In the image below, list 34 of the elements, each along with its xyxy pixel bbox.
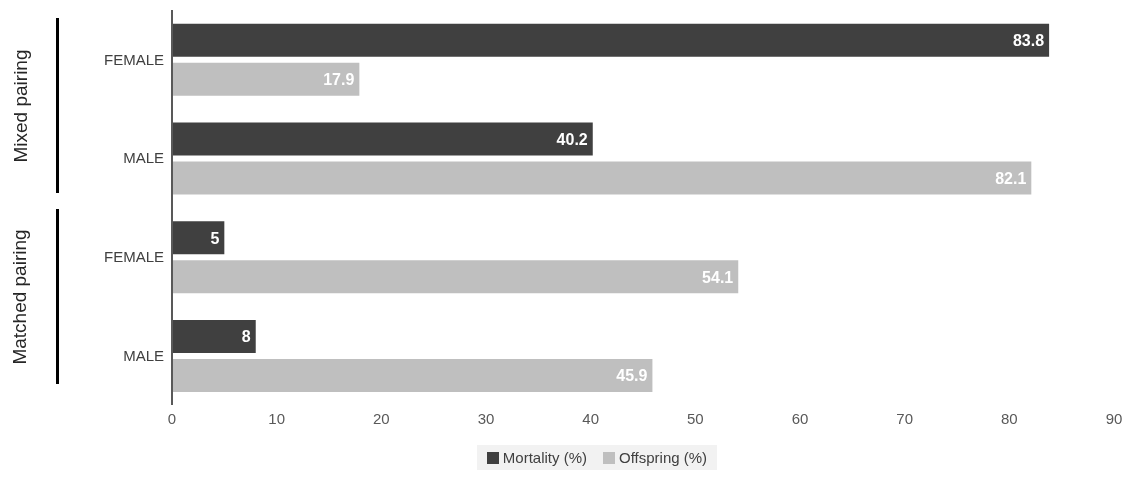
data-label: 17.9 xyxy=(323,71,355,88)
bar xyxy=(172,260,739,294)
bar xyxy=(172,122,593,156)
bar xyxy=(172,23,1050,57)
text: Mixed pairing xyxy=(9,49,31,162)
data-label: 83.8 xyxy=(1012,32,1045,50)
y-tick-label: FEMALE xyxy=(103,50,164,68)
x-tick-label: 70 xyxy=(896,409,914,427)
data-label: 54.1 xyxy=(702,268,734,286)
data-label: 5 xyxy=(210,229,220,247)
bar xyxy=(172,161,1032,195)
legend-label: Offspring (%) xyxy=(618,449,708,466)
bar xyxy=(172,62,360,96)
data-label: 82.1 xyxy=(995,169,1027,187)
y-tick-label: MALE xyxy=(123,346,164,364)
y-tick-label: MALE xyxy=(123,149,164,167)
data-label: 8 xyxy=(241,328,251,346)
x-tick-label: 30 xyxy=(477,409,495,427)
bar xyxy=(172,221,225,255)
bar xyxy=(172,320,256,354)
legend-label: Mortality (%) xyxy=(501,449,588,466)
x-tick-label: 0 xyxy=(167,409,177,427)
data-label: 40.2 xyxy=(556,130,588,148)
text: Matched pairing xyxy=(9,228,31,365)
x-tick-label: 10 xyxy=(268,409,286,427)
bar xyxy=(172,359,653,393)
x-tick-label: 40 xyxy=(582,409,600,427)
y-tick-label: FEMALE xyxy=(103,248,164,266)
data-label: 45.9 xyxy=(616,367,648,385)
x-tick-label: 20 xyxy=(372,409,390,427)
x-tick-label: 90 xyxy=(1105,409,1123,427)
x-tick-label: 50 xyxy=(686,409,704,427)
x-tick-label: 80 xyxy=(1000,409,1018,427)
x-tick-label: 60 xyxy=(791,409,809,427)
